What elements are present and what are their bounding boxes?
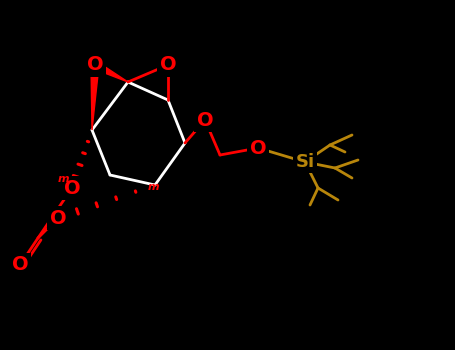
Text: O: O xyxy=(50,209,66,228)
Polygon shape xyxy=(93,62,128,82)
Text: O: O xyxy=(87,56,103,75)
Text: O: O xyxy=(160,56,177,75)
Text: O: O xyxy=(197,111,213,130)
Text: O: O xyxy=(250,139,266,158)
Text: Si: Si xyxy=(295,153,314,171)
Text: m: m xyxy=(148,182,160,192)
Polygon shape xyxy=(91,65,99,130)
Text: m: m xyxy=(58,174,70,184)
Text: O: O xyxy=(64,178,81,197)
Text: O: O xyxy=(12,256,28,274)
